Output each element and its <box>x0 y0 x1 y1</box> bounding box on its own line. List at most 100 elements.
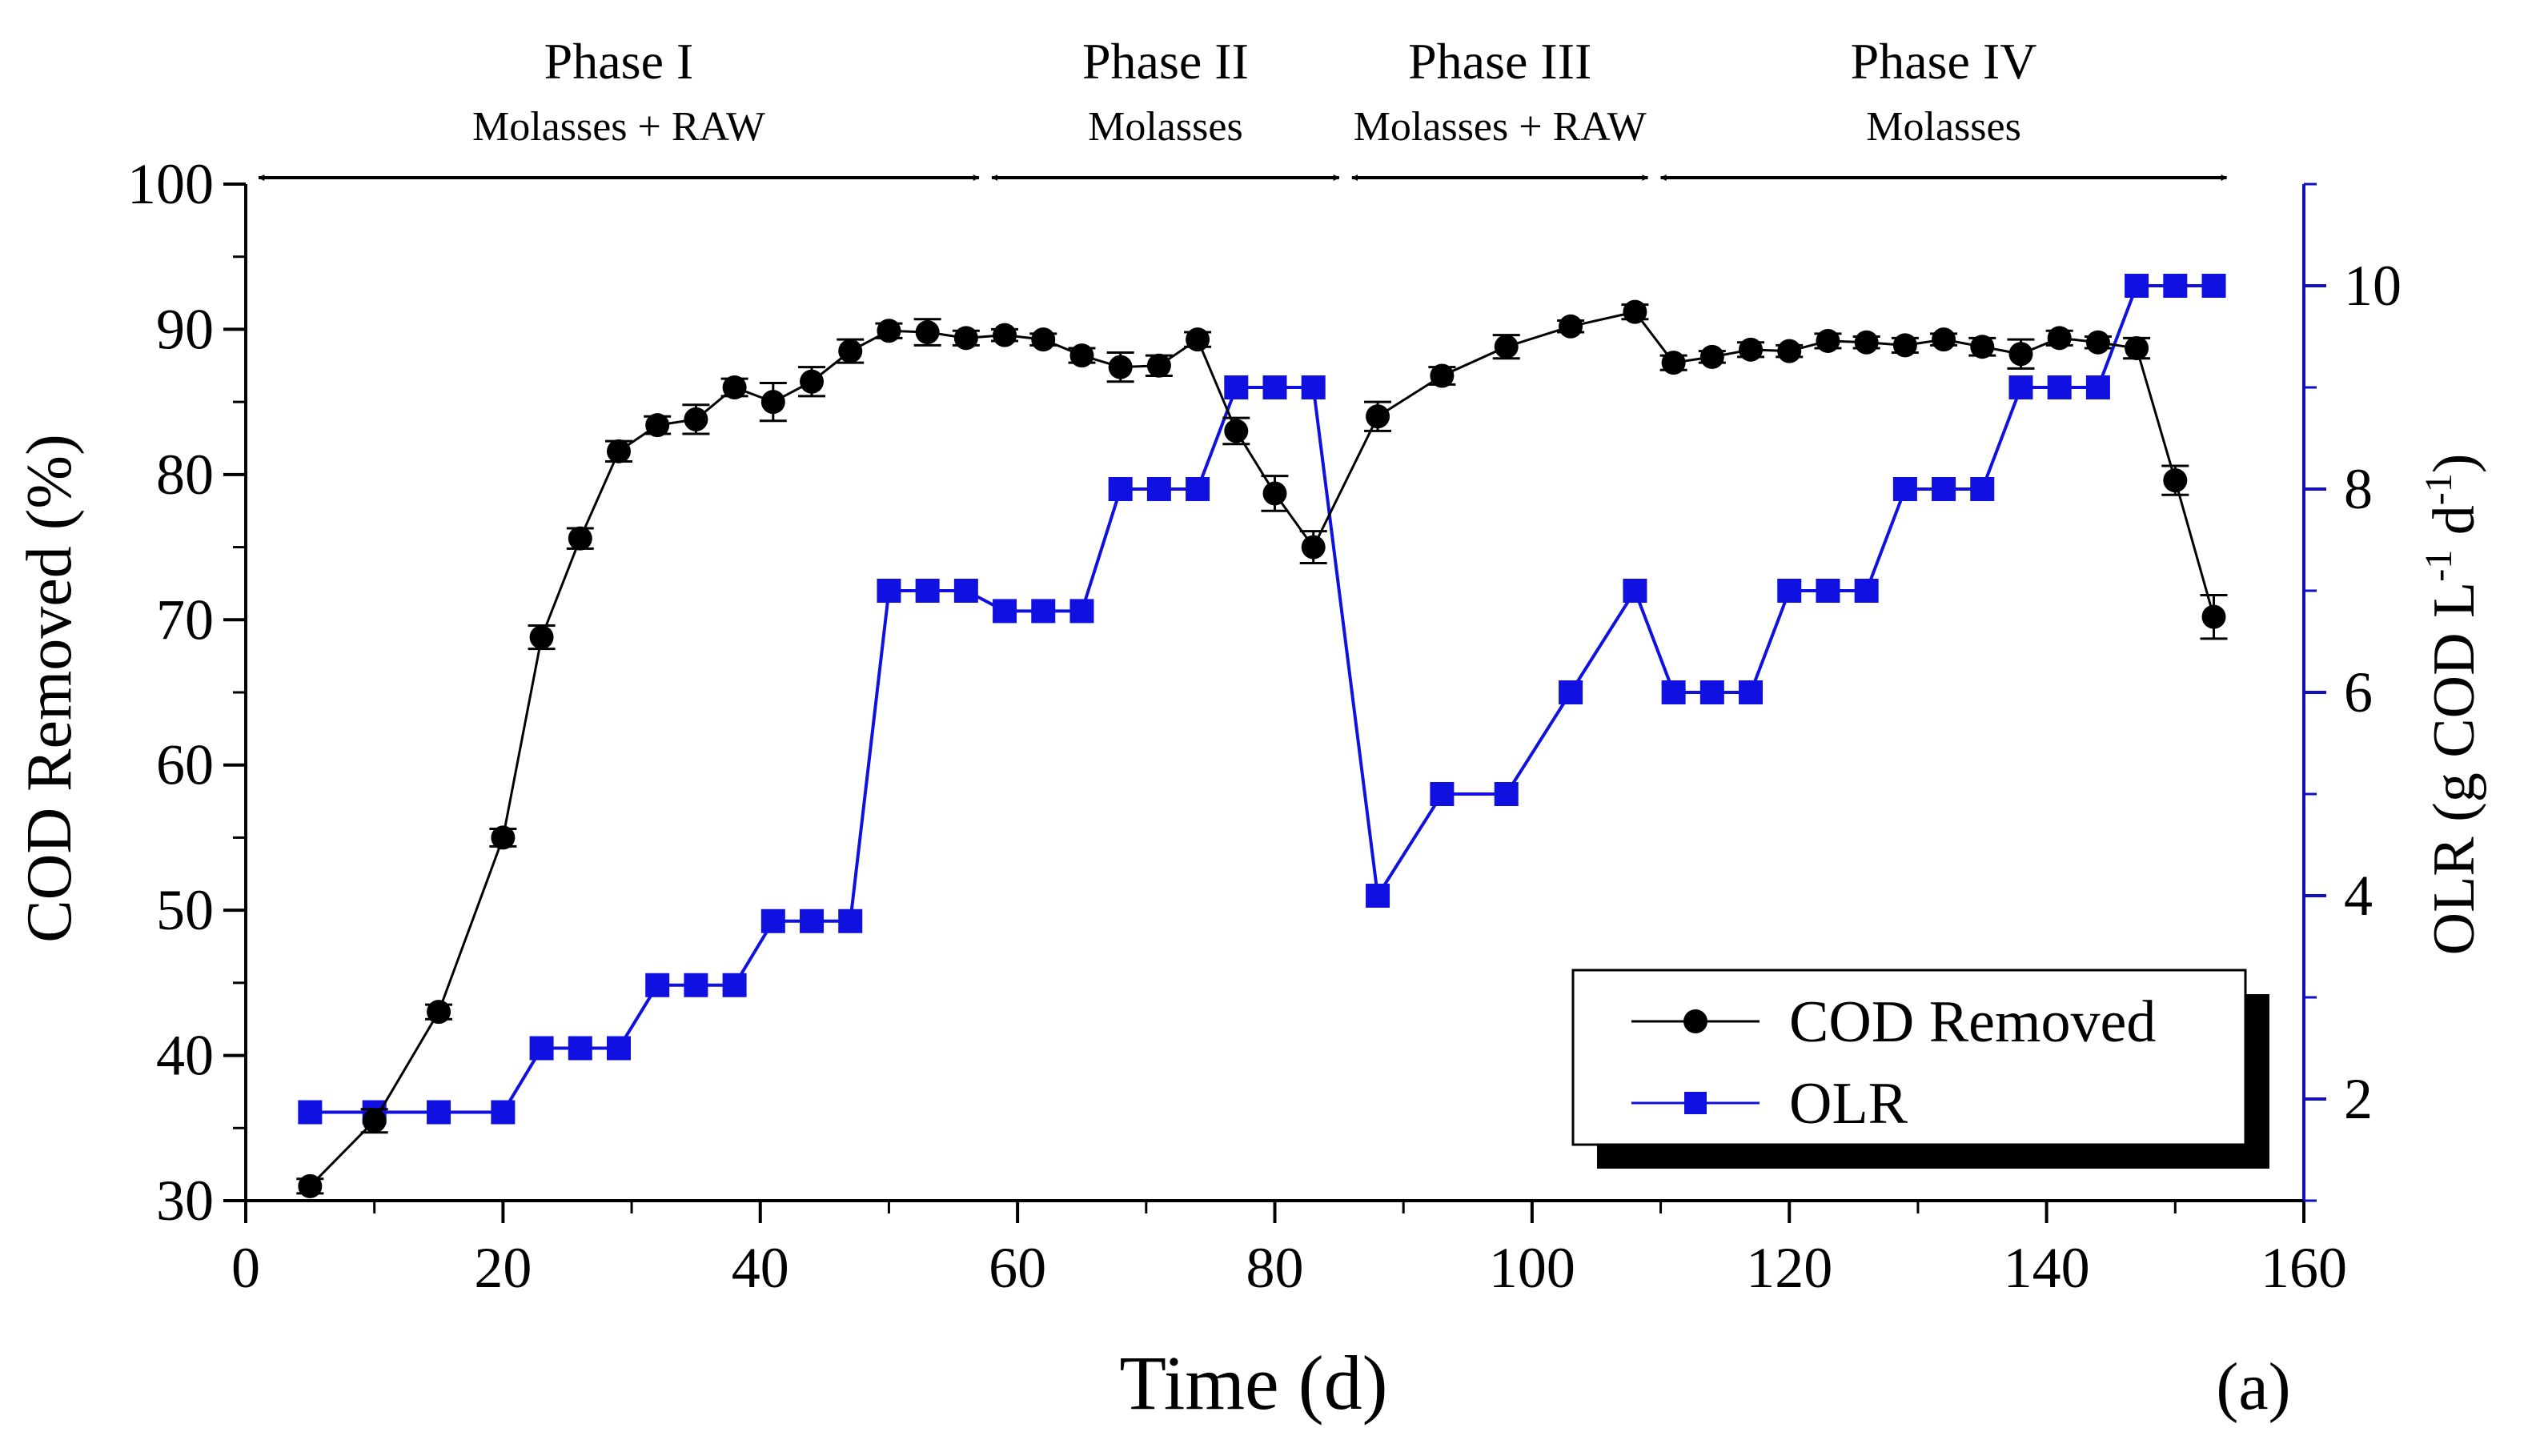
x-tick-label: 80 <box>1246 1236 1304 1300</box>
cod-point <box>1146 353 1171 378</box>
cod-point <box>1262 481 1287 506</box>
cod-point <box>1366 404 1390 429</box>
cod-point <box>568 526 592 551</box>
cod-point <box>1494 335 1519 359</box>
cod-point <box>362 1109 387 1133</box>
cod-point <box>1224 419 1249 443</box>
y-left-tick-label: 70 <box>156 588 214 652</box>
cod-point <box>1661 351 1686 375</box>
cod-point <box>2163 468 2188 493</box>
olr-point <box>568 1036 592 1061</box>
y-right-tick-label: 8 <box>2344 457 2373 521</box>
cod-point <box>298 1173 323 1198</box>
olr-point <box>2163 274 2188 298</box>
olr-point <box>1146 477 1171 501</box>
olr-point <box>1494 782 1519 806</box>
olr-point <box>2047 375 2072 399</box>
x-tick-label: 140 <box>2004 1236 2090 1300</box>
axes: 0 20 40 60 80 100 120 140 160 30 40 50 60 70 80 90 100 2 4… <box>127 152 2402 1300</box>
olr-point <box>1108 477 1133 501</box>
cod-point <box>800 369 825 394</box>
y-axis-right-label-mid: d <box>2422 505 2487 550</box>
cod-point <box>993 323 1017 347</box>
cod-point <box>1854 330 1879 355</box>
cod-point <box>529 625 554 650</box>
legend-cod-label: COD Removed <box>1789 989 2156 1055</box>
cod-removed-series <box>296 299 2228 1198</box>
olr-point <box>645 973 670 997</box>
cod-point <box>1932 327 1956 352</box>
x-tick-label: 0 <box>231 1236 260 1300</box>
cod-point <box>1186 327 1210 352</box>
olr-point <box>1224 375 1249 399</box>
cod-point <box>1970 335 1995 359</box>
olr-point <box>491 1100 516 1125</box>
cod-point <box>1816 328 1840 353</box>
olr-point <box>1739 680 1764 704</box>
cod-point <box>1031 327 1056 352</box>
y-left-tick-label: 60 <box>156 733 214 797</box>
legend-box <box>1571 969 2247 1146</box>
olr-point <box>1699 680 1724 704</box>
cod-point <box>1623 299 1647 324</box>
olr-point <box>760 908 785 933</box>
olr-point <box>993 599 1017 624</box>
cod-point <box>491 825 516 850</box>
y-axis-right-label-main: OLR (g COD L <box>2422 582 2487 956</box>
phase-feed: Molasses <box>1866 104 2021 150</box>
olr-point <box>684 973 708 997</box>
y-right-tick-label: 4 <box>2344 864 2373 928</box>
x-tick-label: 60 <box>989 1236 1046 1300</box>
olr-point <box>606 1036 631 1061</box>
phase-name: Phase III <box>1408 33 1591 90</box>
phase-annotations: Phase I Molasses + RAW Phase II Molasses Pha… <box>258 33 2228 181</box>
olr-point <box>1559 680 1583 704</box>
phase-feed: Molasses + RAW <box>472 104 765 150</box>
olr-point <box>877 579 901 603</box>
y-axis-right-label-close: ) <box>2422 454 2487 474</box>
cod-point <box>1699 344 1724 369</box>
x-axis-label: Time (d) <box>1119 1340 1387 1426</box>
olr-point <box>1301 375 1326 399</box>
cod-point <box>1739 337 1764 362</box>
olr-point <box>1892 477 1917 501</box>
y-left-tick-label: 30 <box>156 1169 214 1233</box>
phase-name: Phase II <box>1082 33 1249 90</box>
cod-point <box>1108 355 1133 379</box>
y-left-tick-label: 100 <box>127 152 214 216</box>
cod-point <box>2047 326 2072 351</box>
olr-point <box>1262 375 1287 399</box>
x-tick-label: 20 <box>474 1236 532 1300</box>
olr-point <box>1366 884 1390 908</box>
olr-point <box>2008 375 2033 399</box>
phase-feed: Molasses + RAW <box>1354 104 1647 150</box>
legend-olr-marker <box>1684 1092 1707 1114</box>
y-axis-right-label-exp2: -1 <box>2418 473 2460 505</box>
olr-point <box>529 1036 554 1061</box>
olr-point <box>953 579 978 603</box>
olr-point <box>2085 375 2110 399</box>
olr-point <box>1069 599 1094 624</box>
olr-point <box>298 1100 323 1125</box>
y-left-tick-label: 50 <box>156 878 214 942</box>
olr-point <box>1623 579 1647 603</box>
cod-point <box>2125 336 2149 361</box>
cod-point <box>2201 604 2226 629</box>
x-tick-label: 120 <box>1746 1236 1832 1300</box>
cod-point <box>1301 535 1326 560</box>
olr-point <box>800 908 825 933</box>
cod-point <box>1069 343 1094 368</box>
y-right-tick-label: 10 <box>2344 254 2402 318</box>
y-left-tick-label: 90 <box>156 297 214 361</box>
phase-name: Phase IV <box>1851 33 2037 90</box>
cod-point <box>427 1000 451 1025</box>
cod-point <box>645 413 670 438</box>
cod-point <box>606 439 631 463</box>
y-left-tick-label: 80 <box>156 443 214 507</box>
olr-point <box>1661 680 1686 704</box>
cod-point <box>722 375 747 399</box>
olr-point <box>915 579 940 603</box>
olr-point <box>427 1100 451 1125</box>
olr-point <box>722 973 747 997</box>
